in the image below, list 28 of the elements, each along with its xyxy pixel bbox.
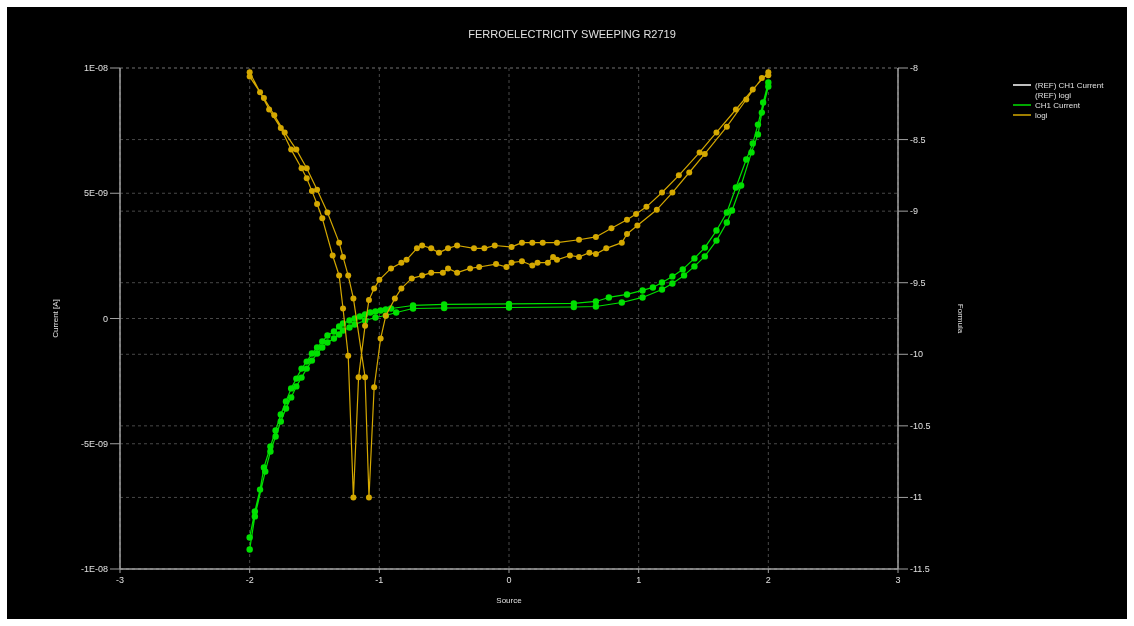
x-tick-label: 2 (765, 575, 771, 585)
x-axis-title: Source (496, 596, 523, 605)
chart-title: FERROELECTRICITY SWEEPING R2719 (468, 28, 676, 40)
y2-tick-label: -8 (910, 63, 919, 73)
y-tick-label: 0 (102, 313, 108, 324)
y2-tick-label: -9 (910, 206, 919, 217)
y2-tick-label: -10 (910, 349, 924, 360)
y-tick-label: -1E-08 (80, 564, 108, 574)
legend-label: CH1 Current (1035, 101, 1081, 110)
y2-tick-label: -10.5 (910, 420, 931, 431)
text: (REF) logi (1035, 91, 1072, 100)
y2-tick-label: -8.5 (910, 134, 926, 145)
y2-axis-title: Formula (956, 303, 965, 334)
legend-label: (REF) CH1 Current (1035, 81, 1105, 90)
x-tick-label: 0 (506, 575, 512, 585)
y-axis-title: Current [A] (51, 299, 60, 338)
y-tick-label: 5E-09 (83, 188, 108, 199)
legend-label: logi (1035, 111, 1048, 120)
y2-tick-label: -9.5 (910, 277, 926, 288)
x-tick-label: -1 (375, 575, 384, 585)
x-tick-label: -2 (245, 575, 254, 585)
y-tick-label: 1E-08 (83, 63, 108, 73)
y2-tick-label: -11.5 (910, 564, 930, 574)
x-tick-label: 1 (636, 575, 642, 585)
x-tick-label: -3 (115, 575, 125, 585)
x-tick-label: 3 (895, 575, 901, 585)
y-tick-label: -5E-09 (80, 438, 108, 449)
y2-tick-label: -11 (910, 492, 923, 503)
